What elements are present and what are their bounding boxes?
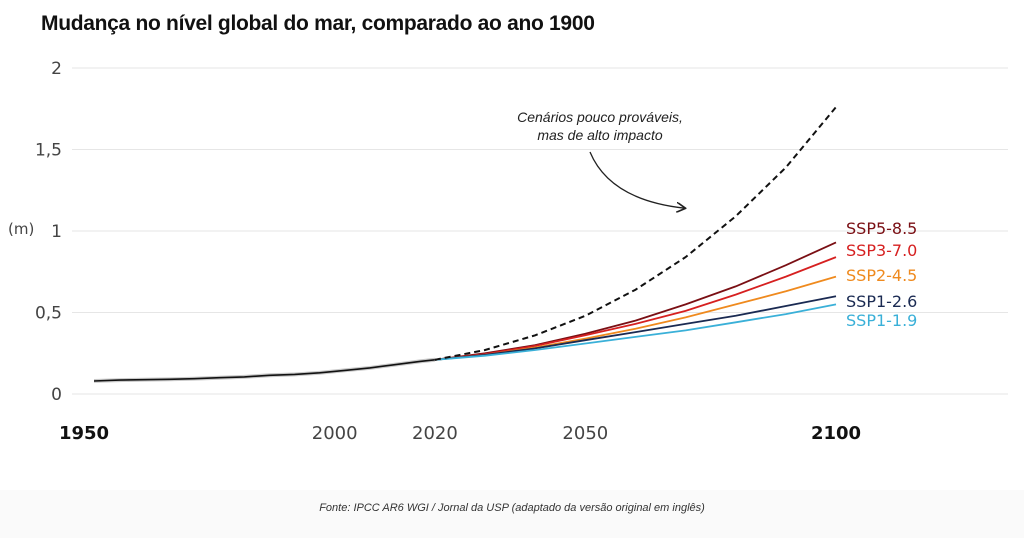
series-line-ssp1-2-6	[434, 295, 837, 361]
y-tick-label: 0	[51, 385, 62, 405]
series-line-ssp5-8-5	[434, 241, 837, 361]
x-tick-label: 2050	[562, 423, 608, 444]
series-label: SSP2-4.5	[846, 266, 917, 285]
series-label: SSP5-8.5	[846, 219, 917, 238]
y-axis-unit-label: (m)	[8, 220, 34, 238]
y-tick-label: 1,5	[35, 141, 62, 161]
y-tick-label: 0,5	[35, 304, 62, 324]
y-tick-label: 2	[51, 59, 62, 79]
x-tick-label: 1950	[59, 423, 109, 444]
series-label: SSP1-1.9	[846, 311, 917, 330]
annotation-text: Cenários pouco prováveis,	[517, 109, 683, 125]
series-label: SSP3-7.0	[846, 241, 917, 260]
high-impact-dashed-line	[434, 106, 837, 361]
series-line-ssp1-1-9	[434, 303, 837, 361]
source-note: Fonte: IPCC AR6 WGI / Jornal da USP (ada…	[319, 502, 705, 514]
x-tick-label: 2000	[312, 423, 358, 444]
series-lines	[93, 106, 837, 383]
historical-line	[93, 359, 435, 382]
chart-title: Mudança no nível global do mar, comparad…	[41, 12, 595, 35]
y-tick-label: 1	[51, 222, 62, 242]
series-label: SSP1-2.6	[846, 292, 917, 311]
annotation: Cenários pouco prováveis, mas de alto imp…	[517, 109, 684, 208]
grid-lines	[72, 67, 1008, 395]
annotation-text: mas de alto impacto	[537, 127, 662, 143]
series-line-ssp3-7-0	[434, 256, 837, 361]
x-axis-ticks: 1950 2000 2020 2050 2100	[59, 423, 861, 444]
x-tick-label: 2020	[412, 423, 458, 444]
y-axis-ticks: 0 0,5 1 1,5 2	[35, 59, 62, 405]
annotation-arrow-icon	[589, 151, 685, 208]
footer-band	[0, 490, 1024, 538]
x-tick-label: 2100	[811, 423, 861, 444]
